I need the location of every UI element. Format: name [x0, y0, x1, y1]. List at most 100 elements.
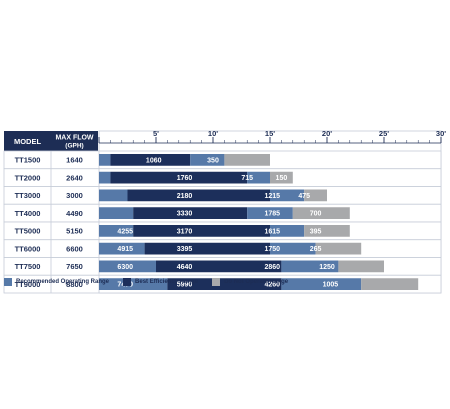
- table-row: TT6000 6600 4915 3395 1750 265: [3, 239, 442, 258]
- bar-segment-best: [156, 260, 282, 273]
- max-flow-value: 2640: [66, 173, 83, 182]
- legend-label-best: Best Efficiency Range: [135, 279, 199, 285]
- data-label: 3330: [177, 211, 193, 218]
- data-label: 4255: [117, 228, 133, 235]
- data-label: 2860: [264, 264, 280, 271]
- data-label: 3395: [177, 246, 193, 253]
- bar-segment-do-not: [315, 242, 362, 255]
- bar-segment-do-not: [361, 278, 419, 290]
- chart-rows: TT1500 1640 1060 350 TT2000 2640 1760 715 150 TT3…: [3, 150, 442, 294]
- legend-swatch-recommended: [4, 278, 12, 286]
- max-flow-header-cell: [51, 131, 98, 151]
- data-label: 395: [310, 228, 322, 235]
- model-name: TT5000: [15, 227, 41, 236]
- bar-segment-recommended: [247, 171, 270, 184]
- data-label: 150: [276, 175, 288, 182]
- data-label: 1060: [146, 157, 162, 164]
- bar-segment-best: [167, 278, 282, 290]
- table-row: TT7500 7650 6300 4640 2860 1250: [3, 257, 442, 276]
- bar-segment-recommended: [99, 278, 168, 290]
- data-label: 4915: [117, 246, 133, 253]
- x-tick-label: 30': [436, 129, 446, 138]
- data-label: 1750: [264, 246, 280, 253]
- data-label: 350: [207, 157, 219, 164]
- legend-swatch-best: [123, 278, 132, 286]
- max-flow-value: 3000: [66, 191, 83, 200]
- bar-segment-recommended: [281, 278, 362, 290]
- data-label: 2180: [177, 193, 193, 200]
- model-name: TT3000: [15, 191, 41, 200]
- legend-item-best: Best Efficiency Range: [123, 278, 198, 286]
- bar-segment-recommended: [99, 242, 145, 255]
- model-header-cell: [4, 131, 51, 151]
- model-name: TT4000: [15, 209, 41, 218]
- bar-segment-do-not: [292, 207, 350, 219]
- bar-segment-best: [110, 154, 191, 166]
- data-label: 4260: [264, 282, 280, 289]
- data-label: 6300: [117, 264, 133, 271]
- data-label: 475: [298, 193, 310, 200]
- bar-segment-recommended: [247, 207, 293, 219]
- data-label: 5990: [177, 282, 193, 289]
- x-tick-label: 15': [265, 129, 275, 138]
- model-name: TT9000: [15, 280, 41, 289]
- bar-segment-best: [133, 225, 270, 237]
- bar-segment-recommended: [270, 189, 305, 202]
- bar-segment-do-not: [304, 189, 327, 202]
- data-label: 1760: [177, 175, 193, 182]
- legend-swatch-do-not: [212, 278, 221, 286]
- table-header: MODEL MAX FLOW (GPH): [4, 131, 98, 151]
- table-row: TT1500 1640 1060 350: [3, 150, 442, 170]
- bar-segment-recommended: [99, 154, 111, 166]
- bar-segment-best: [127, 189, 270, 202]
- data-label: 1615: [264, 228, 280, 235]
- bar-segment-recommended: [99, 260, 156, 273]
- bar-segment-recommended: [270, 225, 305, 237]
- bar-segment-do-not: [270, 171, 293, 184]
- model-name: TT7500: [15, 262, 41, 271]
- bar-segment-best: [133, 207, 248, 219]
- data-label: 4640: [177, 264, 193, 271]
- legend-label-do-not: Do Not Operate Range: [224, 279, 289, 285]
- model-name: TT1500: [15, 156, 41, 165]
- bar-segment-recommended: [281, 260, 339, 273]
- bar-segment-recommended: [270, 242, 316, 255]
- data-label: 700: [310, 211, 322, 218]
- model-header: MODEL: [14, 137, 42, 146]
- legend: Recommended Operating Range Best Efficie…: [4, 278, 302, 286]
- data-label: 1005: [323, 282, 339, 289]
- model-name: TT2000: [15, 173, 41, 182]
- data-label: 1250: [319, 264, 335, 271]
- data-label: 265: [310, 246, 322, 253]
- bar-segment-recommended: [190, 154, 225, 166]
- max-flow-header: MAX FLOW: [55, 135, 93, 142]
- legend-item-do-not: Do Not Operate Range: [212, 278, 288, 286]
- model-name: TT6000: [15, 244, 41, 253]
- bar-segment-do-not: [304, 225, 350, 237]
- data-label: 1215: [264, 193, 280, 200]
- legend-item-recommended: Recommended Operating Range: [4, 278, 109, 286]
- max-flow-value: 8800: [66, 280, 83, 289]
- bar-segment-recommended: [99, 207, 134, 219]
- table-row: TT4000 4490 3330 1785 700: [3, 203, 442, 223]
- max-flow-unit: (GPH): [65, 143, 83, 150]
- bar-segment-best: [110, 171, 248, 184]
- x-tick-label: 10': [208, 129, 218, 138]
- bar-segment-recommended: [99, 189, 128, 202]
- max-flow-value: 1640: [66, 156, 83, 165]
- data-label: 1785: [264, 211, 280, 218]
- max-flow-value: 5150: [66, 227, 83, 236]
- table-row: TT5000 5150 4255 3170 1615 395: [3, 221, 442, 241]
- bar-segment-recommended: [99, 171, 111, 184]
- bar-segment-do-not: [338, 260, 384, 273]
- table-row: TT2000 2640 1760 715 150: [3, 168, 442, 187]
- data-label: 3170: [177, 228, 193, 235]
- bar-segment-do-not: [224, 154, 270, 166]
- max-flow-value: 7650: [66, 262, 83, 271]
- data-label: 715: [241, 175, 253, 182]
- bar-segment-recommended: [99, 225, 134, 237]
- x-tick-label: 5': [153, 129, 159, 138]
- max-flow-value: 6600: [66, 244, 83, 253]
- max-flow-value: 4490: [66, 209, 83, 218]
